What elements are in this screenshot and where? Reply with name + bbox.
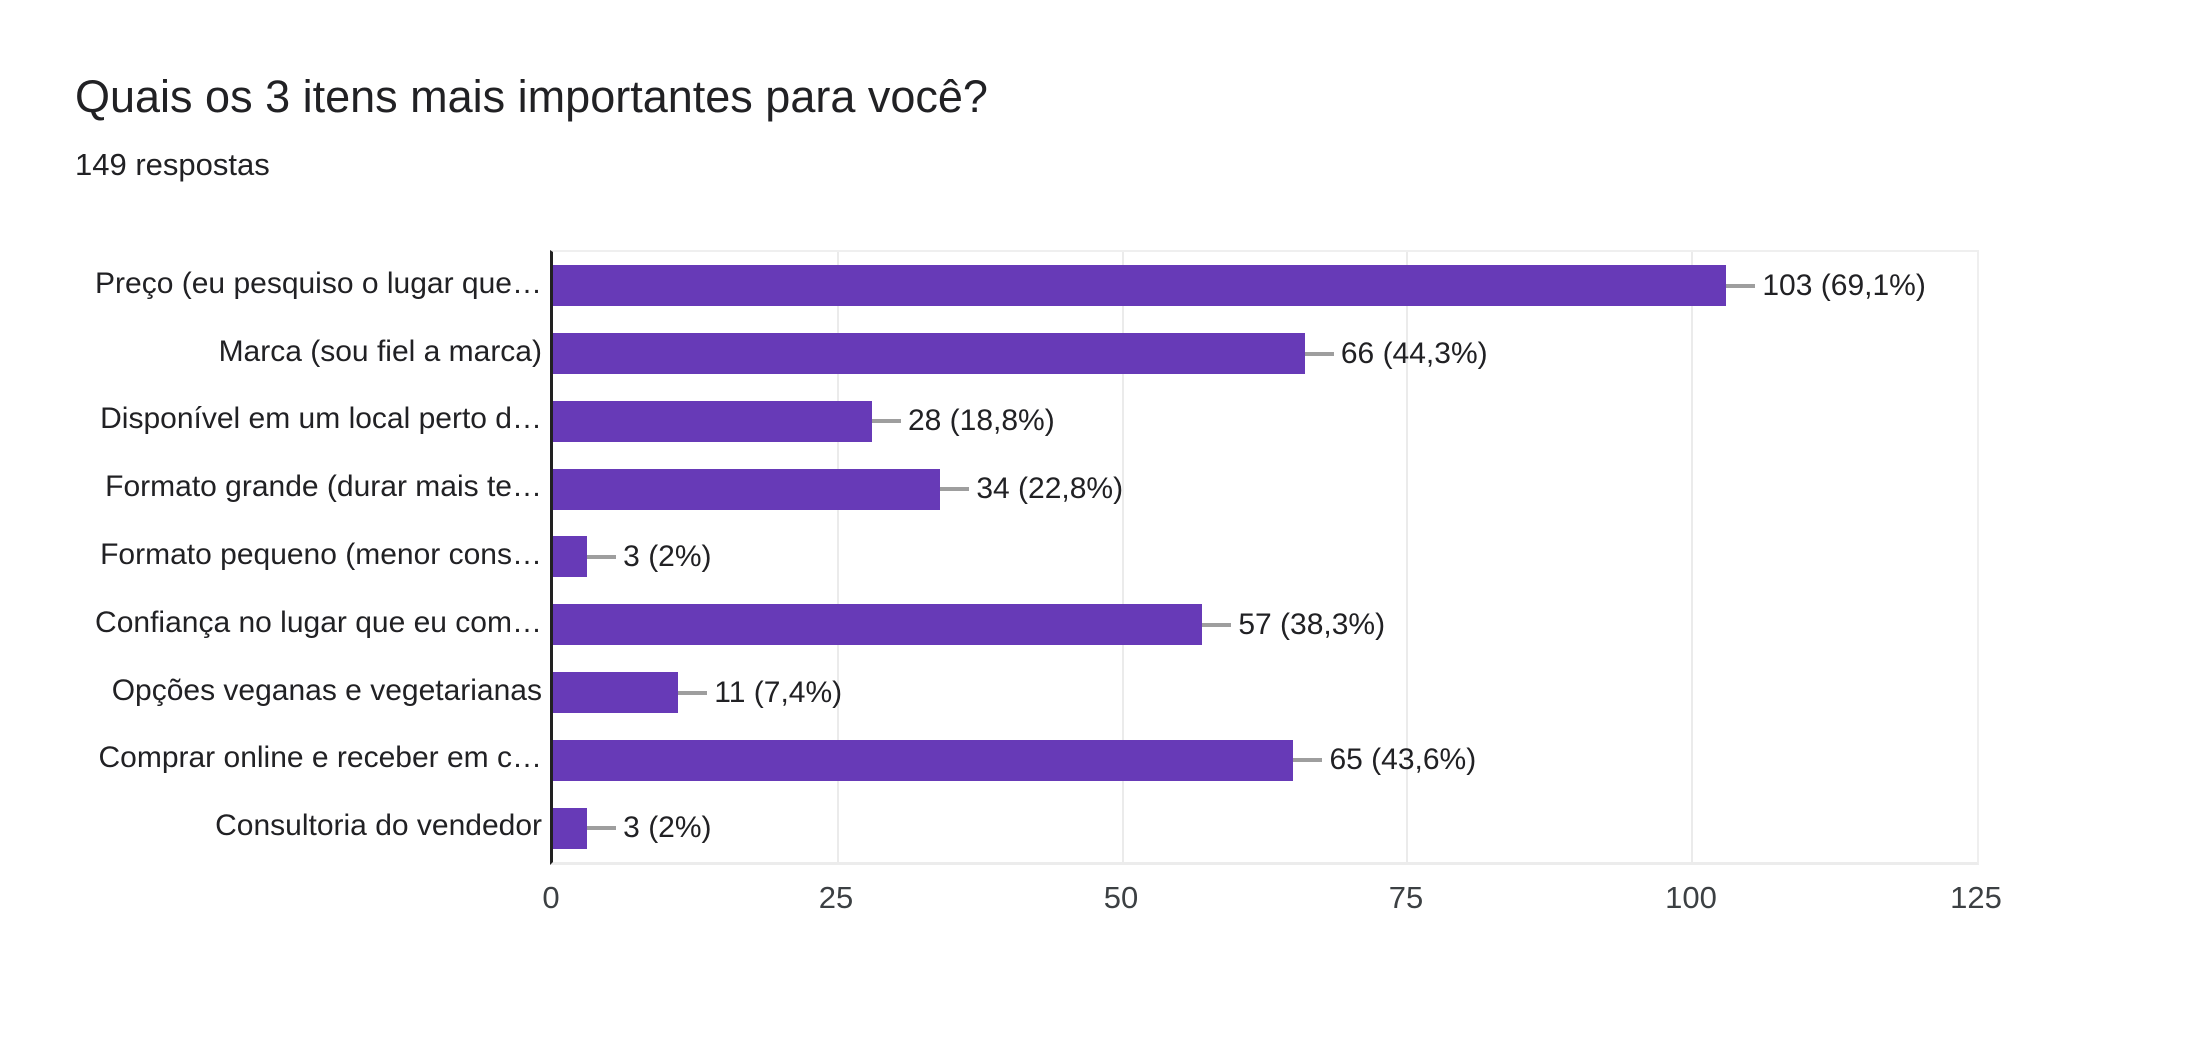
leader-line — [1304, 351, 1334, 356]
gridline — [1406, 252, 1409, 862]
gridline — [1691, 252, 1694, 862]
bar[interactable] — [553, 400, 872, 442]
leader-line — [587, 826, 617, 831]
leader-line — [1202, 622, 1232, 627]
bar-row: 103 (69,1%) — [553, 252, 1977, 320]
bar-row: 57 (38,3%) — [553, 591, 1977, 659]
bar[interactable] — [553, 807, 588, 849]
x-tick-label: 100 — [1665, 880, 1717, 915]
value-label: 11 (7,4%) — [714, 675, 843, 709]
bar[interactable] — [553, 672, 679, 714]
bar-row: 34 (22,8%) — [553, 455, 1977, 523]
x-tick-label: 0 — [542, 880, 560, 915]
bar-row: 28 (18,8%) — [553, 388, 1977, 456]
value-label: 34 (22,8%) — [976, 472, 1124, 506]
category-label: Disponível em um local perto d… — [100, 402, 542, 436]
x-tick-label: 125 — [1950, 880, 2002, 915]
value-label: 65 (43,6%) — [1329, 743, 1477, 777]
x-tick-label: 25 — [818, 880, 854, 915]
category-label: Formato pequeno (menor cons… — [100, 537, 542, 571]
value-label: 28 (18,8%) — [907, 404, 1055, 438]
category-label: Preço (eu pesquiso o lugar que… — [95, 266, 542, 300]
bar[interactable] — [553, 333, 1305, 375]
category-label: Confiança no lugar que eu com… — [95, 605, 542, 639]
bar[interactable] — [553, 739, 1294, 781]
bar-row: 65 (43,6%) — [553, 726, 1977, 794]
value-label: 103 (69,1%) — [1762, 268, 1926, 302]
gridline — [1121, 252, 1124, 862]
bar[interactable] — [553, 468, 941, 510]
bar-row: 11 (7,4%) — [553, 659, 1977, 727]
leader-line — [871, 419, 901, 424]
value-label: 3 (2%) — [623, 539, 712, 573]
leader-line — [1293, 758, 1323, 763]
bar[interactable] — [553, 604, 1203, 646]
x-tick-label: 50 — [1103, 880, 1139, 915]
chart-subtitle: 149 respostas — [75, 147, 270, 182]
category-label: Formato grande (durar mais te… — [105, 470, 542, 504]
bar-row: 3 (2%) — [553, 523, 1977, 591]
x-axis: 0 25 50 75 100 125 — [542, 879, 2001, 919]
bar-row: 66 (44,3%) — [553, 320, 1977, 388]
value-label: 57 (38,3%) — [1238, 607, 1386, 641]
gridline — [836, 252, 839, 862]
leader-line — [1726, 283, 1756, 288]
value-label: 66 (44,3%) — [1340, 336, 1488, 370]
chart-title: Quais os 3 itens mais importantes para v… — [75, 71, 988, 122]
bar[interactable] — [553, 536, 588, 578]
leader-line — [678, 690, 708, 695]
category-label: Marca (sou fiel a marca) — [218, 334, 542, 368]
category-axis: Preço (eu pesquiso o lugar que… Marca (so… — [0, 250, 542, 860]
value-label: 3 (2%) — [623, 811, 712, 845]
category-label: Consultoria do vendedor — [215, 809, 542, 843]
category-label: Comprar online e receber em c… — [98, 741, 542, 775]
bar[interactable] — [553, 265, 1727, 307]
bar-row: 3 (2%) — [553, 794, 1977, 862]
leader-line — [940, 487, 970, 492]
category-label: Opções veganas e vegetarianas — [111, 673, 542, 707]
plot-area: 103 (69,1%) 66 (44,3%) 28 (18,8%) 34 (22,8%… — [550, 250, 1979, 865]
x-tick-label: 75 — [1388, 880, 1424, 915]
leader-line — [587, 554, 617, 559]
